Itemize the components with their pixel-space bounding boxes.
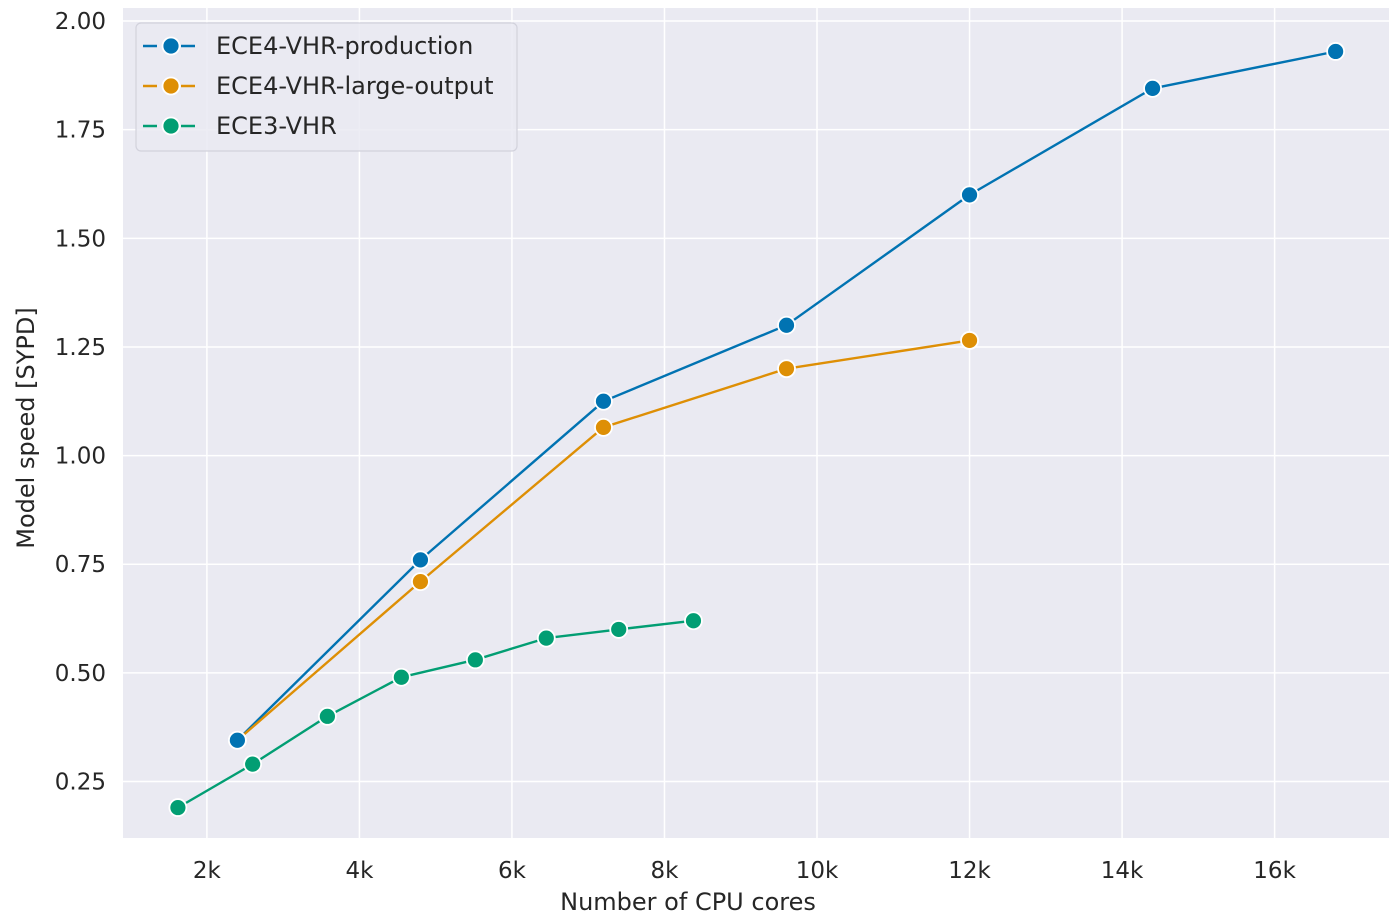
x-axis-ticks: 2k 4k 6k 8k 10k 12k 14k 16k	[193, 858, 1297, 884]
x-tick-label: 16k	[1253, 858, 1296, 884]
y-tick-label: 0.50	[55, 661, 106, 687]
legend-marker	[161, 76, 181, 96]
x-tick-label: 4k	[345, 858, 374, 884]
x-axis-label: Number of CPU cores	[560, 888, 816, 916]
legend-marker	[161, 36, 181, 56]
data-point	[684, 611, 703, 631]
y-tick-label: 0.75	[55, 552, 106, 578]
series-line	[177, 619, 694, 809]
data-point	[227, 730, 247, 750]
y-axis-label: Model speed [SYPD]	[12, 307, 40, 548]
data-point	[465, 650, 485, 670]
data-point	[1326, 42, 1346, 61]
legend-marker	[161, 116, 181, 136]
data-point	[536, 628, 556, 648]
y-tick-label: 1.25	[55, 335, 106, 361]
series-layer	[168, 42, 1346, 817]
legend-label: ECE4-VHR-production	[216, 32, 473, 60]
data-point	[411, 572, 430, 592]
x-tick-label: 10k	[796, 858, 839, 884]
legend-box	[135, 22, 518, 152]
data-point	[594, 391, 613, 411]
y-tick-label: 1.00	[55, 444, 106, 470]
data-point	[777, 359, 796, 379]
data-point	[960, 185, 979, 205]
data-point	[411, 550, 430, 570]
y-axis-ticks: 0.25 0.50 0.75 1.00 1.25 1.50 1.75 2.00	[55, 9, 106, 795]
y-tick-label: 2.00	[55, 9, 106, 35]
legend-label: ECE3-VHR	[216, 112, 337, 140]
x-tick-label: 6k	[498, 858, 527, 884]
y-tick-label: 1.75	[55, 118, 106, 144]
data-point	[609, 620, 629, 639]
x-tick-label: 14k	[1101, 858, 1144, 884]
y-tick-label: 0.25	[55, 770, 106, 796]
data-point	[777, 315, 796, 335]
x-tick-label: 2k	[193, 858, 222, 884]
x-tick-label: 12k	[948, 858, 991, 884]
legend-label: ECE4-VHR-large-output	[216, 72, 494, 100]
data-point	[1143, 78, 1162, 98]
data-point	[168, 798, 188, 817]
data-point	[317, 706, 337, 726]
legend: ECE4-VHR-production ECE4-VHR-large-output…	[135, 22, 518, 152]
data-point	[960, 331, 979, 350]
y-tick-label: 1.50	[55, 226, 106, 252]
data-point	[243, 754, 263, 774]
x-tick-label: 8k	[651, 858, 680, 884]
data-point	[391, 667, 411, 687]
data-point	[594, 417, 613, 437]
